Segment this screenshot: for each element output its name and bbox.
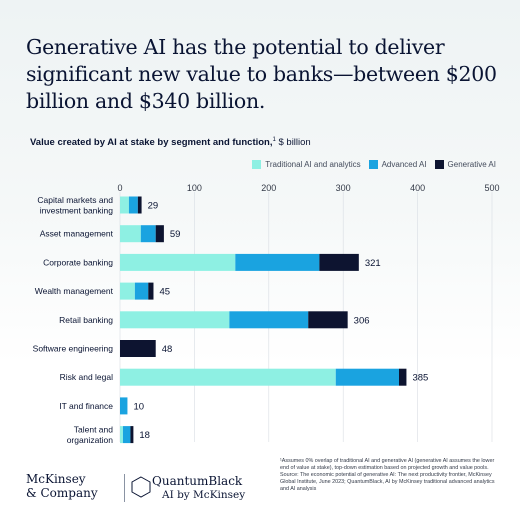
bar-segment-advanced (229, 311, 309, 329)
category-label: IT and finance (59, 401, 113, 411)
category-label-line: Risk and legal (60, 372, 114, 382)
bar-segment-generative (399, 368, 407, 386)
x-tick-label: 200 (261, 183, 276, 193)
subtitle-unit: $ billion (275, 137, 311, 149)
x-tick-label: 300 (336, 183, 351, 193)
bar-segment-advanced (235, 253, 320, 271)
bar-segment-generative (130, 426, 134, 444)
logo-divider (124, 474, 125, 502)
category-label-line: Asset management (40, 229, 114, 239)
bar-segment-advanced (120, 397, 128, 415)
headline: Generative AI has the potential to deliv… (26, 35, 497, 113)
legend-swatch-traditional (252, 160, 262, 169)
bar-total-label: 18 (139, 430, 150, 441)
category-label-line: Capital markets and (37, 195, 113, 205)
footnote-marker: 1 (272, 137, 276, 143)
hexagon-icon (131, 476, 151, 498)
category-label-line: organization (67, 435, 114, 445)
bar-segment-traditional (120, 225, 141, 243)
x-tick-label: 500 (484, 183, 499, 193)
bar-segment-generative (137, 196, 142, 214)
legend-item-advanced: Advanced AI (368, 160, 427, 169)
x-tick-label: 400 (410, 183, 425, 193)
category-label: Software engineering (33, 344, 114, 354)
category-label-line: IT and finance (59, 401, 113, 411)
bar-total-label: 321 (365, 258, 381, 269)
category-label: Corporate banking (43, 257, 113, 267)
category-label-line: investment banking (40, 205, 114, 215)
footnote-source: Source: The economic potential of genera… (280, 472, 495, 492)
bar-segment-generative (148, 282, 154, 300)
bar-segment-traditional (120, 426, 123, 444)
category-label-line: Retail banking (59, 315, 113, 325)
legend-swatch-generative (434, 160, 444, 169)
mckinsey-logo: McKinsey & Company (26, 472, 98, 500)
legend-item-generative: Generative AI (434, 160, 496, 169)
category-label: Wealth management (35, 286, 114, 296)
legend-item-traditional: Traditional AI and analytics (252, 160, 361, 169)
bar-total-label: 45 (159, 287, 170, 298)
mckinsey-logo-line2: & Company (26, 486, 98, 500)
quantumblack-logo-line2: AI by McKinsey (162, 489, 246, 501)
category-label: Talent and organization (67, 424, 114, 445)
bar-total-label: 29 (148, 201, 159, 212)
bar-segment-advanced (134, 282, 149, 300)
x-tick-label: 100 (187, 183, 202, 193)
bar-total-label: 306 (354, 315, 370, 326)
category-label: Capital markets and investment banking (37, 195, 113, 216)
category-label-line: Talent and (74, 424, 113, 434)
bar-segment-advanced (335, 368, 399, 386)
bar-total-label: 59 (170, 229, 181, 240)
chart-subtitle: Value created by AI at stake by segment … (30, 137, 311, 148)
x-tick-label: 0 (117, 183, 122, 193)
quantumblack-logo: QuantumBlack AI by McKinsey (152, 474, 245, 502)
bar-total-label: 10 (133, 401, 144, 412)
category-label-line: Software engineering (33, 344, 114, 354)
mckinsey-logo-line1: McKinsey (26, 472, 86, 486)
bar-segment-advanced (128, 196, 138, 214)
bar-segment-generative (319, 253, 359, 271)
footnote-assumption: ¹Assumes 0% overlap of traditional AI an… (280, 458, 495, 471)
category-label: Retail banking (59, 315, 113, 325)
bar-segment-advanced (140, 225, 156, 243)
legend-label-advanced: Advanced AI (381, 160, 427, 169)
subtitle-main: Value created by AI at stake by segment … (30, 137, 273, 149)
category-label-line: Wealth management (35, 286, 114, 296)
bar-total-label: 385 (412, 373, 428, 384)
quantumblack-logo-line1: QuantumBlack (152, 474, 243, 488)
bar-segment-traditional (120, 282, 135, 300)
legend-label-generative: Generative AI (447, 160, 496, 169)
category-label-line: Corporate banking (43, 257, 113, 267)
footnote: ¹Assumes 0% overlap of traditional AI an… (280, 458, 504, 493)
bar-segment-advanced (122, 426, 131, 444)
bar-segment-traditional (120, 196, 129, 214)
bar-segment-traditional (120, 311, 230, 329)
category-label: Risk and legal (60, 372, 114, 382)
chart-legend: Traditional AI and analytics Advanced AI… (252, 160, 496, 169)
legend-swatch-advanced (368, 160, 378, 169)
legend-label-traditional: Traditional AI and analytics (265, 160, 361, 169)
bar-segment-traditional (120, 253, 236, 271)
bar-total-label: 48 (162, 344, 173, 355)
bar-segment-traditional (120, 368, 336, 386)
bar-segment-generative (155, 225, 164, 243)
bar-segment-generative (308, 311, 348, 329)
bar-segment-generative (120, 340, 156, 357)
category-label: Asset management (40, 229, 114, 239)
